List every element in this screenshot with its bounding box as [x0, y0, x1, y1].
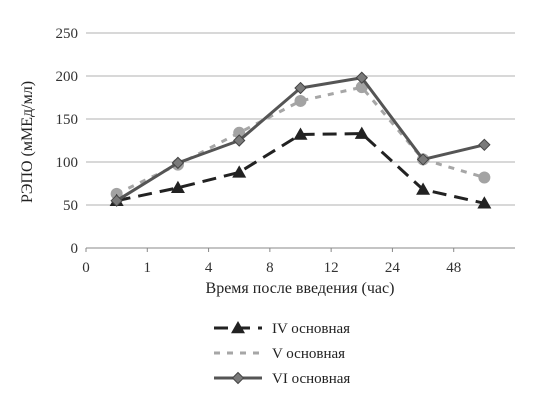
marker-diamond: [355, 71, 368, 84]
y-tick-label: 200: [56, 69, 79, 85]
x-tick-label: 1: [144, 260, 152, 276]
marker-triangle: [354, 126, 369, 139]
marker-triangle-legend: [231, 321, 245, 334]
legend-item: IV основная: [214, 321, 350, 337]
marker-diamond: [233, 134, 246, 147]
x-tick-label: 8: [266, 260, 274, 276]
marker-triangle: [293, 127, 308, 140]
x-tick-label: 48: [446, 260, 461, 276]
marker-circle: [233, 126, 246, 139]
x-ticks: 0 1 4 8 12 24 48: [82, 248, 461, 276]
marker-diamond: [110, 194, 123, 207]
legend-label: IV основная: [272, 321, 350, 337]
legend: IV основная V основная VI основная: [214, 321, 350, 387]
marker-circle: [478, 171, 491, 184]
y-axis-title: РЭПО (мМЕд/мл): [19, 81, 36, 203]
marker-triangle: [232, 165, 247, 178]
x-axis-title: Время после введения (час): [206, 280, 395, 297]
marker-diamond: [171, 156, 185, 170]
y-tick-label: 100: [56, 155, 79, 171]
legend-label: VI основная: [272, 371, 350, 387]
marker-diamond-legend: [231, 371, 245, 385]
y-ticks: 0 50 100 150 200 250: [56, 26, 79, 257]
x-tick-label: 4: [205, 260, 213, 276]
marker-triangle: [170, 180, 185, 194]
marker-diamond: [478, 138, 491, 152]
grid: [86, 32, 515, 206]
series-3: [110, 71, 491, 207]
series-2: [110, 81, 491, 200]
x-tick-label: 24: [385, 260, 401, 276]
legend-label: V основная: [272, 346, 345, 362]
legend-item: VI основная: [214, 371, 350, 387]
marker-triangle: [416, 182, 431, 195]
y-tick-label: 250: [56, 26, 79, 42]
legend-item: V основная: [214, 346, 345, 362]
y-tick-label: 50: [63, 198, 78, 214]
x-tick-label: 0: [82, 260, 90, 276]
marker-circle: [294, 94, 307, 107]
y-tick-label: 150: [56, 112, 79, 128]
series-1: [109, 126, 492, 209]
series: [109, 71, 492, 209]
y-tick-label: 0: [71, 241, 79, 257]
x-tick-label: 12: [324, 260, 339, 276]
marker-diamond: [416, 153, 430, 166]
marker-diamond: [294, 81, 307, 95]
marker-triangle: [477, 196, 492, 209]
